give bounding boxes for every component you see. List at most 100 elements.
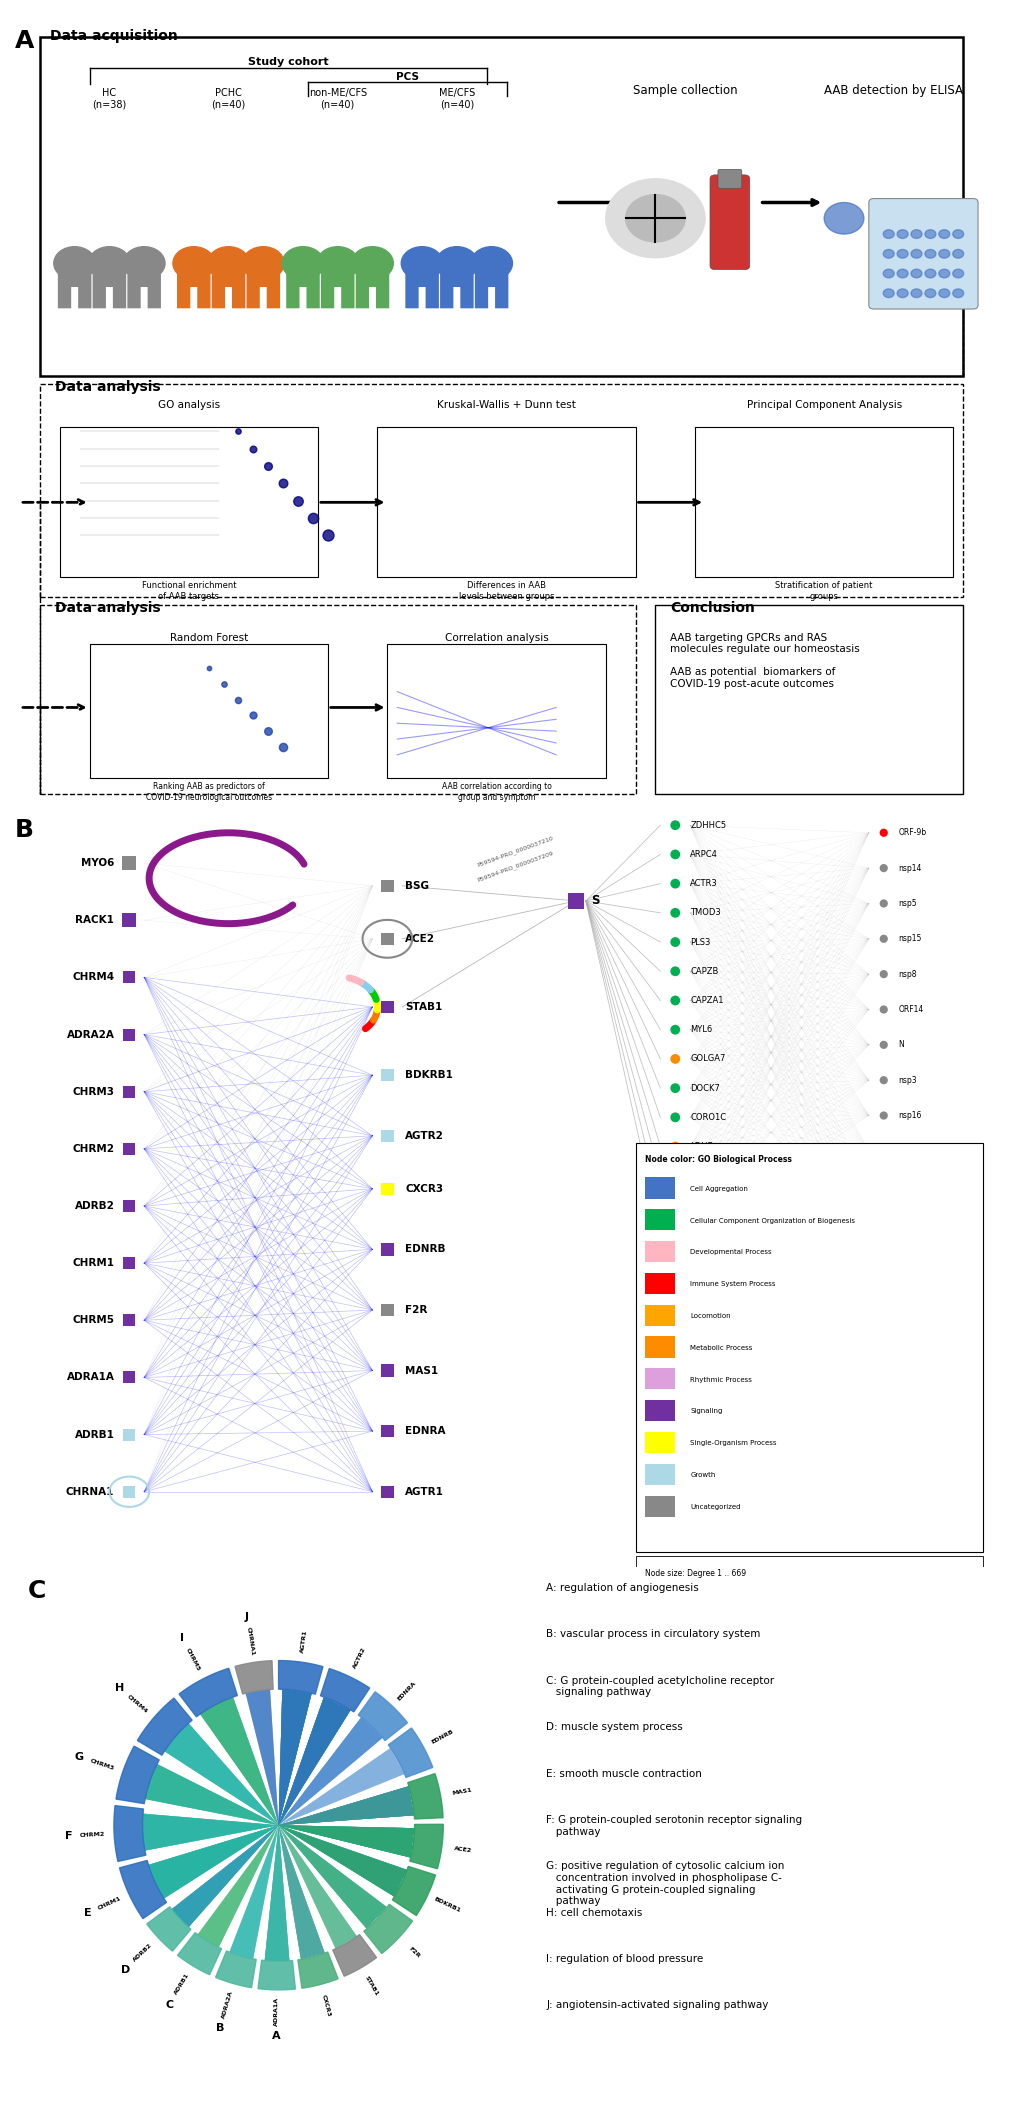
Point bbox=[668, 896, 684, 930]
Polygon shape bbox=[149, 1698, 350, 1898]
FancyBboxPatch shape bbox=[645, 1304, 676, 1326]
Polygon shape bbox=[145, 1690, 312, 1824]
Text: Cellular Component Organization of Biogenesis: Cellular Component Organization of Bioge… bbox=[690, 1218, 855, 1225]
FancyBboxPatch shape bbox=[645, 1464, 676, 1485]
Text: F: F bbox=[65, 1830, 72, 1841]
Circle shape bbox=[883, 269, 894, 278]
Circle shape bbox=[883, 229, 894, 238]
Text: nsp10: nsp10 bbox=[899, 1182, 922, 1191]
Circle shape bbox=[911, 229, 922, 238]
Polygon shape bbox=[145, 1763, 414, 1824]
Polygon shape bbox=[201, 1698, 414, 1824]
Text: Differences in AAB
levels between groups: Differences in AAB levels between groups bbox=[459, 581, 554, 600]
Text: Node color: GO Biological Process: Node color: GO Biological Process bbox=[645, 1155, 792, 1164]
Point bbox=[875, 922, 891, 955]
Text: nsp15: nsp15 bbox=[899, 934, 922, 943]
Text: RACK1: RACK1 bbox=[76, 915, 114, 926]
Text: N: N bbox=[899, 1039, 905, 1050]
Text: BDKRB1: BDKRB1 bbox=[433, 1896, 461, 1915]
Text: Rhythmic Process: Rhythmic Process bbox=[690, 1376, 752, 1382]
Point bbox=[379, 991, 395, 1025]
Text: E: E bbox=[84, 1908, 91, 1919]
Text: J: J bbox=[244, 1612, 248, 1622]
Polygon shape bbox=[149, 1786, 414, 1898]
Text: ARPC4: ARPC4 bbox=[690, 850, 718, 858]
Text: ADRA1A: ADRA1A bbox=[274, 1997, 280, 2026]
Text: H: cell chemotaxis: H: cell chemotaxis bbox=[546, 1908, 642, 1917]
FancyBboxPatch shape bbox=[495, 286, 509, 309]
Point bbox=[122, 1246, 138, 1279]
Point bbox=[379, 1119, 395, 1153]
Point bbox=[875, 993, 891, 1027]
Text: non-ME/CFS
(n=40): non-ME/CFS (n=40) bbox=[309, 88, 367, 109]
Circle shape bbox=[898, 269, 908, 278]
Text: CHRM2: CHRM2 bbox=[80, 1833, 105, 1839]
Circle shape bbox=[606, 179, 705, 259]
Text: nsp16: nsp16 bbox=[899, 1111, 922, 1119]
Point bbox=[305, 501, 321, 534]
Text: Stratification of patient
groups: Stratification of patient groups bbox=[776, 581, 873, 600]
Circle shape bbox=[925, 250, 936, 259]
Point bbox=[379, 1353, 395, 1387]
FancyBboxPatch shape bbox=[356, 286, 369, 309]
FancyBboxPatch shape bbox=[128, 286, 141, 309]
Polygon shape bbox=[279, 1717, 414, 1824]
Point bbox=[230, 682, 246, 715]
Polygon shape bbox=[408, 1774, 443, 1820]
Point bbox=[668, 1218, 684, 1252]
Text: CHRM2: CHRM2 bbox=[72, 1145, 114, 1153]
FancyBboxPatch shape bbox=[440, 265, 474, 286]
FancyBboxPatch shape bbox=[405, 286, 418, 309]
Text: DOCK7: DOCK7 bbox=[690, 1084, 720, 1092]
Circle shape bbox=[911, 269, 922, 278]
FancyBboxPatch shape bbox=[287, 265, 320, 286]
Text: CHRM3: CHRM3 bbox=[72, 1086, 114, 1096]
Polygon shape bbox=[164, 1698, 350, 1824]
Text: J: angiotensin-activated signaling pathway: J: angiotensin-activated signaling pathw… bbox=[546, 2001, 769, 2011]
Point bbox=[668, 808, 684, 842]
Polygon shape bbox=[245, 1690, 414, 1824]
Point bbox=[568, 884, 585, 917]
Text: B: vascular process in circulatory system: B: vascular process in circulatory syste… bbox=[546, 1628, 761, 1639]
Text: ADRB2: ADRB2 bbox=[133, 1942, 154, 1963]
FancyBboxPatch shape bbox=[89, 644, 328, 778]
Circle shape bbox=[898, 288, 908, 297]
Text: CXCR3: CXCR3 bbox=[405, 1185, 444, 1193]
Circle shape bbox=[953, 250, 963, 259]
Text: Ranking AAB as predictors of
COVID-19 neurological outcomes: Ranking AAB as predictors of COVID-19 ne… bbox=[146, 783, 271, 802]
Text: Random Forest: Random Forest bbox=[169, 633, 248, 642]
FancyBboxPatch shape bbox=[321, 286, 334, 309]
Text: TMOD3: TMOD3 bbox=[690, 909, 721, 917]
Text: C: G protein-coupled acetylcholine receptor
   signaling pathway: C: G protein-coupled acetylcholine recep… bbox=[546, 1675, 774, 1698]
Text: D: muscle system process: D: muscle system process bbox=[546, 1721, 683, 1732]
Point bbox=[260, 450, 277, 484]
Point bbox=[875, 1170, 891, 1203]
Polygon shape bbox=[143, 1786, 414, 1852]
Polygon shape bbox=[264, 1824, 407, 1961]
Text: CAPZA1: CAPZA1 bbox=[690, 995, 723, 1006]
Polygon shape bbox=[147, 1906, 190, 1950]
Text: ADRB1: ADRB1 bbox=[173, 1974, 190, 1997]
Text: ADRB2: ADRB2 bbox=[75, 1201, 114, 1212]
Text: Cell Aggregation: Cell Aggregation bbox=[690, 1187, 748, 1191]
Text: Signaling: Signaling bbox=[690, 1408, 722, 1414]
Text: S: S bbox=[591, 894, 600, 907]
Point bbox=[379, 1414, 395, 1448]
Polygon shape bbox=[279, 1717, 404, 1824]
Text: Principal Component Analysis: Principal Component Analysis bbox=[747, 400, 902, 410]
Text: AAB correlation according to
group and symptom: AAB correlation according to group and s… bbox=[442, 783, 551, 802]
Text: CHRM3: CHRM3 bbox=[90, 1759, 115, 1772]
Text: BSG: BSG bbox=[405, 882, 430, 890]
FancyBboxPatch shape bbox=[645, 1433, 676, 1454]
Circle shape bbox=[911, 288, 922, 297]
Circle shape bbox=[925, 229, 936, 238]
Text: Data analysis: Data analysis bbox=[55, 602, 160, 614]
Point bbox=[122, 1304, 138, 1338]
Text: MYL6: MYL6 bbox=[690, 1025, 712, 1035]
Text: A: regulation of angiogenesis: A: regulation of angiogenesis bbox=[546, 1582, 699, 1593]
Circle shape bbox=[898, 250, 908, 259]
Point bbox=[122, 1189, 138, 1222]
Text: H: H bbox=[114, 1683, 124, 1694]
Text: AGTR1: AGTR1 bbox=[300, 1628, 308, 1652]
Text: nsp12: nsp12 bbox=[899, 1216, 922, 1227]
